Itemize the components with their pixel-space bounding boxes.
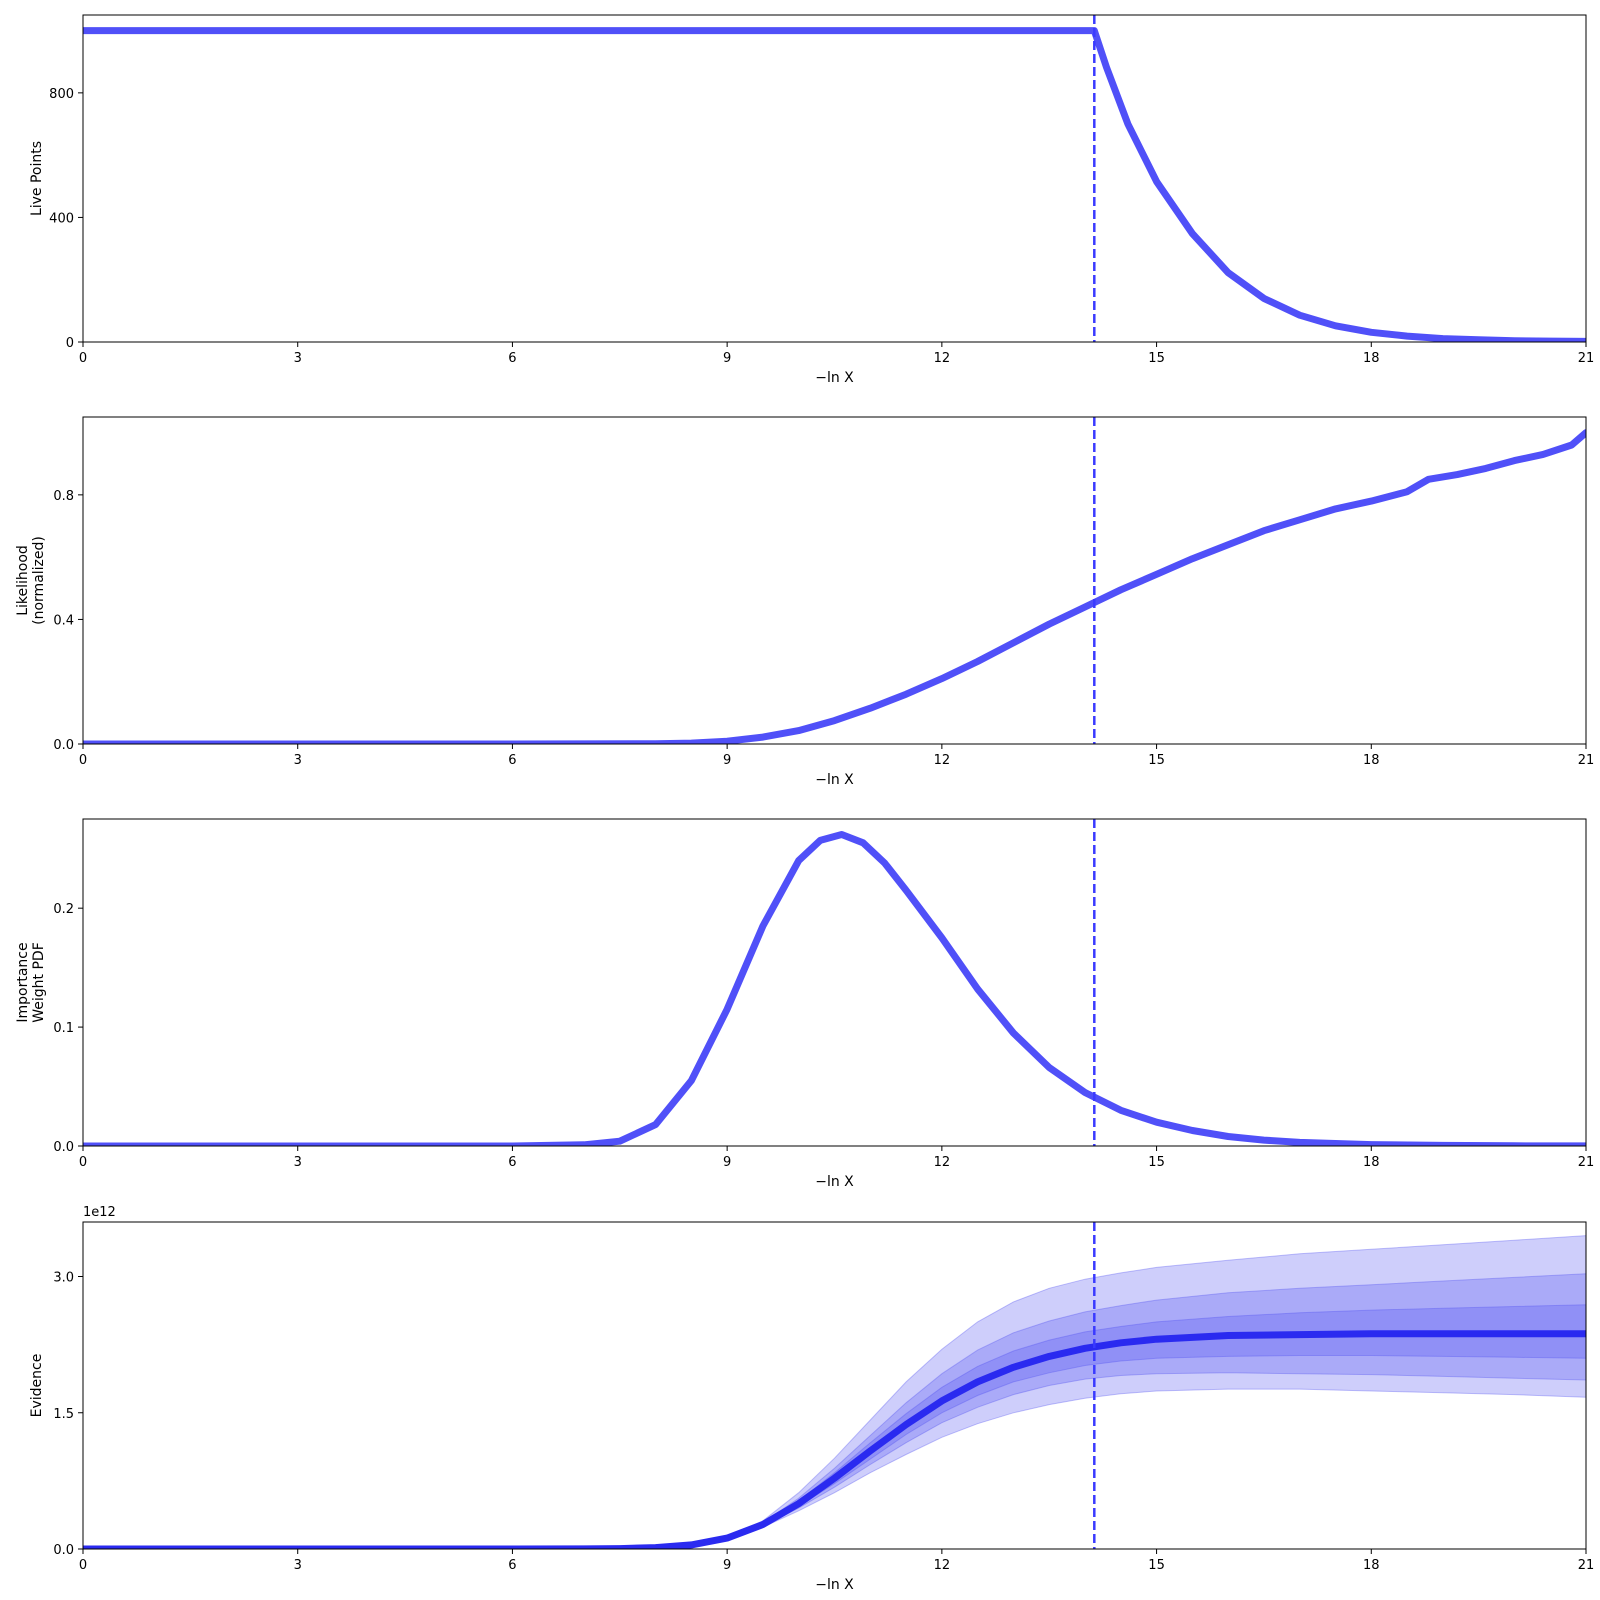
- x-tick-label: 6: [508, 753, 516, 768]
- axes-frame: [82, 416, 1587, 745]
- plot-area: [83, 27, 1586, 342]
- x-axis-label: −ln X: [815, 1174, 854, 1190]
- x-tick-label: 6: [508, 1155, 516, 1170]
- plot-area: [83, 429, 1586, 744]
- series-line-1: [83, 429, 1586, 744]
- y-tick-label: 3.0: [53, 1271, 74, 1286]
- x-tick-label: 12: [934, 1155, 951, 1170]
- series-line-1: [83, 27, 1586, 342]
- x-tick-label: 6: [508, 1558, 516, 1573]
- x-tick-label: 18: [1363, 753, 1380, 768]
- plot-area: [83, 831, 1586, 1146]
- x-tick-label: 21: [1578, 1155, 1595, 1170]
- x-tick-label: 15: [1148, 1558, 1165, 1573]
- series-line-1: [83, 1330, 1586, 1549]
- plot-area: [83, 1235, 1586, 1549]
- panel-3: 0 3 6 9 12 15 18 21 0.0 0.1 0.2 −ln X ImportanceWeig…: [15, 818, 1595, 1190]
- axes-frame: [82, 14, 1587, 343]
- x-tick-label: 15: [1148, 351, 1165, 366]
- y-tick-label: 0.1: [53, 1021, 74, 1036]
- x-tick-label: 21: [1578, 351, 1595, 366]
- x-tick-label: 15: [1148, 753, 1165, 768]
- y-tick-label: 0.0: [53, 1543, 74, 1558]
- x-tick-label: 3: [294, 753, 302, 768]
- confidence-band-2: [83, 1273, 1586, 1549]
- x-tick-label: 21: [1578, 753, 1595, 768]
- x-tick-label: 15: [1148, 1155, 1165, 1170]
- x-axis-label: −ln X: [815, 1577, 854, 1593]
- series-line-1: [83, 831, 1586, 1146]
- x-tick-label: 12: [934, 1558, 951, 1573]
- confidence-band-1: [83, 1235, 1586, 1549]
- x-tick-label: 9: [723, 1155, 731, 1170]
- y-axis-label: Evidence: [29, 1354, 45, 1418]
- x-tick-label: 18: [1363, 1558, 1380, 1573]
- y-axis-label: Likelihood(normalized): [15, 536, 47, 625]
- axes-frame: [82, 818, 1587, 1147]
- y-tick-label: 0.0: [53, 738, 74, 753]
- x-tick-label: 12: [934, 753, 951, 768]
- confidence-band-3: [83, 1304, 1586, 1549]
- x-tick-label: 0: [79, 1155, 87, 1170]
- x-tick-label: 3: [294, 351, 302, 366]
- y-tick-label: 800: [49, 87, 74, 102]
- x-tick-label: 0: [79, 351, 87, 366]
- x-tick-label: 0: [79, 1558, 87, 1573]
- x-tick-label: 0: [79, 753, 87, 768]
- x-tick-label: 9: [723, 753, 731, 768]
- y-exponent-label: 1e12: [83, 1205, 116, 1220]
- x-tick-label: 3: [294, 1558, 302, 1573]
- x-tick-label: 9: [723, 351, 731, 366]
- x-tick-label: 12: [934, 351, 951, 366]
- panel-1: 0 3 6 9 12 15 18 21 0 400 800 −ln X Live Points: [29, 14, 1595, 386]
- y-axis-label: ImportanceWeight PDF: [15, 942, 47, 1023]
- y-tick-label: 0: [66, 336, 74, 351]
- y-tick-label: 400: [49, 211, 74, 226]
- x-tick-label: 6: [508, 351, 516, 366]
- y-axis-label: Live Points: [29, 141, 45, 216]
- panel-4: 0 3 6 9 12 15 18 21 0.0 1.5 3.0 −ln X Evidence 1e12: [29, 1205, 1594, 1593]
- x-tick-label: 18: [1363, 1155, 1380, 1170]
- panel-2: 0 3 6 9 12 15 18 21 0.0 0.4 0.8 −ln X Likelihood(nor…: [15, 416, 1595, 788]
- axes-frame: [82, 1221, 1587, 1550]
- x-tick-label: 3: [294, 1155, 302, 1170]
- x-axis-label: −ln X: [815, 772, 854, 788]
- y-tick-label: 1.5: [53, 1407, 74, 1422]
- x-axis-label: −ln X: [815, 370, 854, 386]
- y-tick-label: 0.0: [53, 1140, 74, 1155]
- x-tick-label: 18: [1363, 351, 1380, 366]
- x-tick-label: 9: [723, 1558, 731, 1573]
- y-tick-label: 0.4: [53, 613, 74, 628]
- y-tick-label: 0.2: [53, 902, 74, 917]
- x-tick-label: 21: [1578, 1558, 1595, 1573]
- y-tick-label: 0.8: [53, 489, 74, 504]
